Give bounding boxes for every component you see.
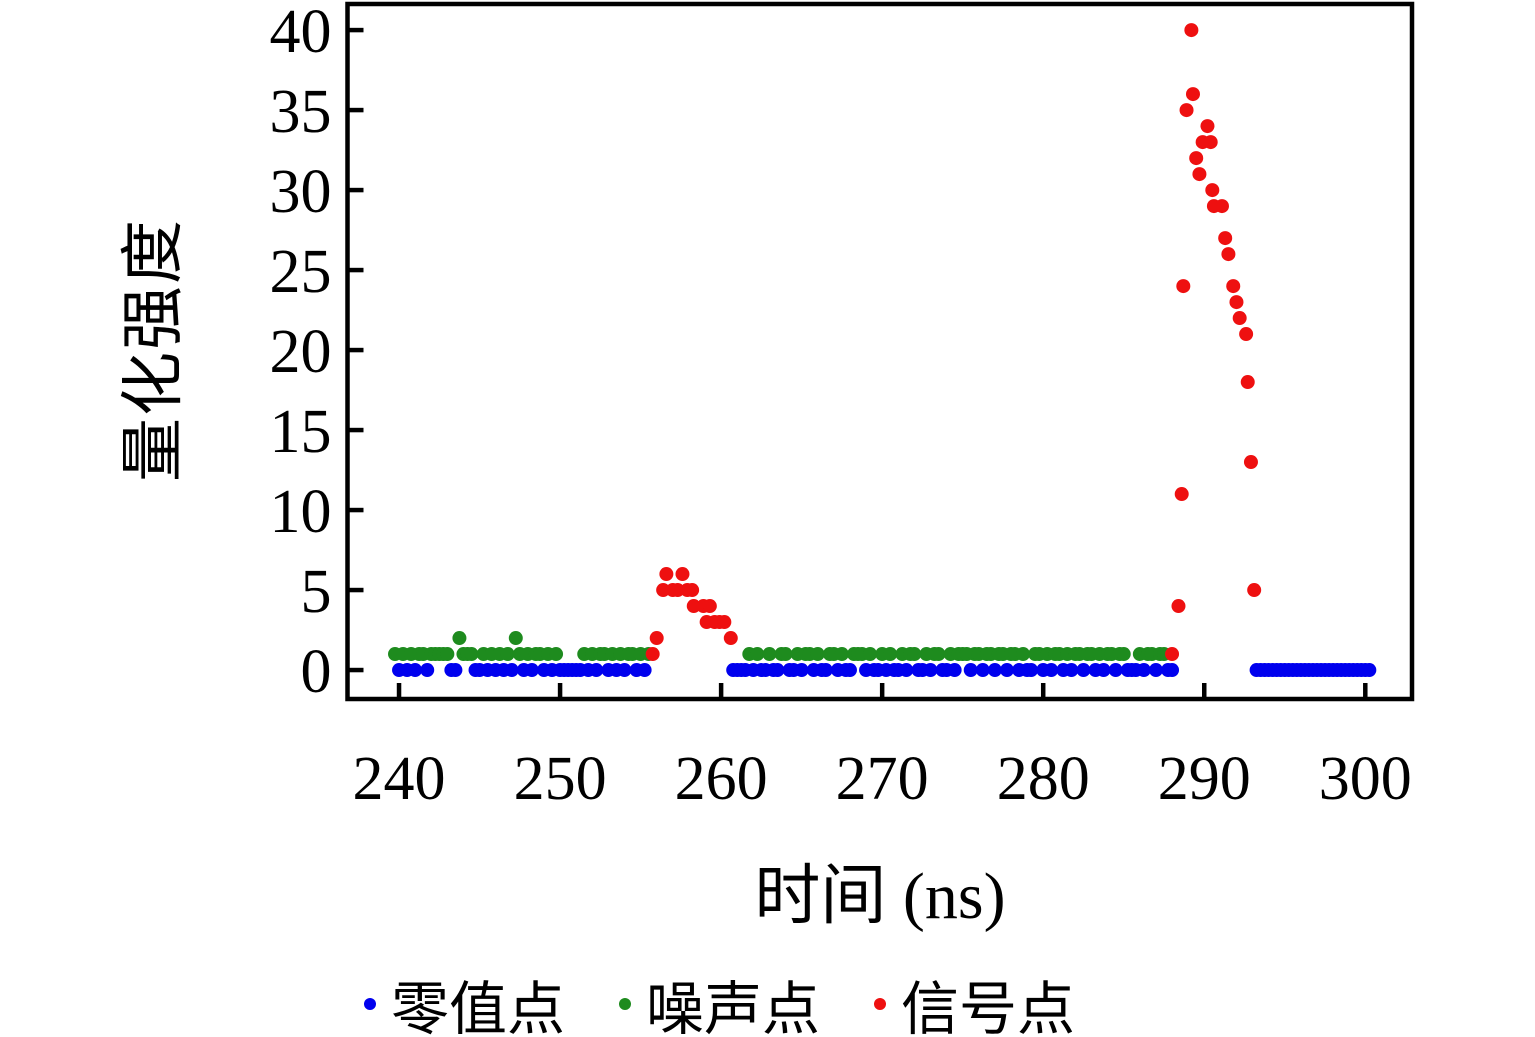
x-axis-title: 时间 (ns)	[754, 860, 1006, 933]
y-tick-labels: 0 5 10 15 20 25 30 35 40	[270, 0, 332, 706]
svg-text:40: 40	[270, 0, 332, 66]
svg-text:270: 270	[836, 745, 929, 813]
y-axis-title-text: 量化强度	[118, 218, 189, 482]
legend-label-signal: 信号点	[901, 977, 1076, 1037]
svg-text:250: 250	[514, 745, 607, 813]
svg-text:280: 280	[997, 745, 1090, 813]
svg-text:290: 290	[1158, 745, 1251, 813]
svg-text:25: 25	[270, 238, 332, 306]
noise-marker-icon	[618, 998, 631, 1010]
x-tick-labels: 240 250 260 270 280 290 300	[353, 745, 1412, 813]
series-noise-points	[388, 631, 1171, 662]
legend-label-zero: 零值点	[390, 977, 565, 1037]
series-signal-points	[645, 23, 1262, 662]
x-axis-ticks	[396, 683, 1368, 699]
svg-text:20: 20	[270, 318, 332, 386]
svg-text:10: 10	[270, 478, 332, 546]
legend-item-zero: 零值点	[363, 962, 565, 1037]
svg-text:240: 240	[353, 745, 446, 813]
svg-text:0: 0	[301, 638, 332, 706]
signal-marker-icon	[874, 998, 886, 1010]
svg-text:35: 35	[270, 78, 332, 146]
legend-item-noise: 噪声点	[618, 962, 820, 1037]
legend: 零值点 噪声点 信号点	[0, 962, 1535, 1037]
svg-text:30: 30	[270, 158, 332, 226]
legend-label-noise: 噪声点	[645, 977, 820, 1037]
svg-text:260: 260	[675, 745, 768, 813]
plot-frame	[345, 1, 1415, 702]
svg-text:15: 15	[270, 398, 332, 466]
legend-item-signal: 信号点	[874, 962, 1075, 1037]
svg-text:5: 5	[301, 558, 332, 626]
series-zero-points	[392, 663, 1377, 678]
svg-text:300: 300	[1319, 745, 1412, 813]
zero-marker-icon	[363, 998, 376, 1010]
y-axis-ticks	[347, 27, 364, 673]
